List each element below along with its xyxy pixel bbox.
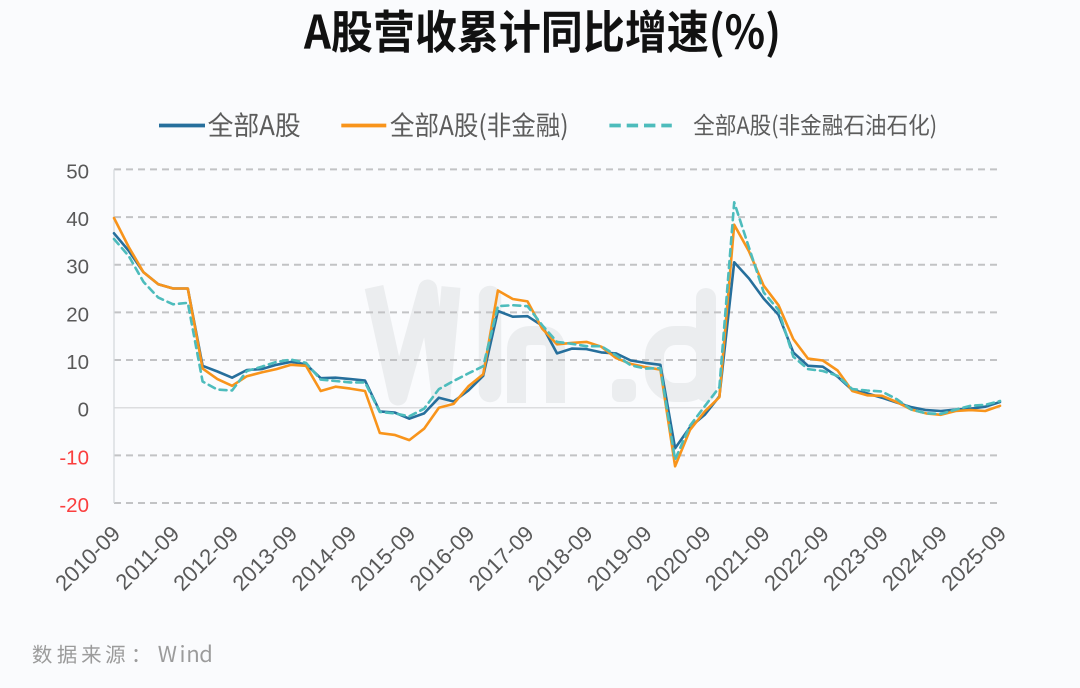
svg-text:20: 20 bbox=[66, 303, 89, 326]
svg-text:50: 50 bbox=[66, 160, 89, 183]
svg-text:10: 10 bbox=[66, 351, 89, 374]
svg-text:30: 30 bbox=[66, 256, 89, 279]
svg-text:40: 40 bbox=[66, 208, 89, 231]
svg-text:-10: -10 bbox=[59, 446, 89, 469]
svg-text:-20: -20 bbox=[59, 494, 89, 517]
svg-text:0: 0 bbox=[78, 399, 89, 422]
